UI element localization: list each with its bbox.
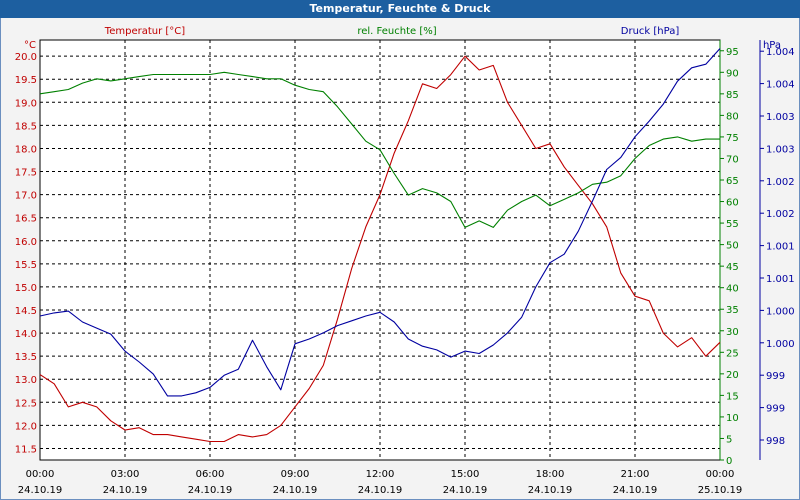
- temperature-tick-label: 15.0: [15, 283, 37, 294]
- grid-lines: [40, 40, 720, 460]
- x-tick-date: 24.10.19: [103, 485, 148, 496]
- x-tick-date: 24.10.19: [273, 485, 318, 496]
- temperature-tick-label: 14.5: [15, 306, 37, 317]
- humidity-tick-label: 50: [726, 241, 739, 252]
- x-tick-time: 00:00: [26, 469, 55, 480]
- x-tick-time: 09:00: [281, 469, 310, 480]
- pressure-tick-label: 998: [766, 436, 785, 447]
- pressure-tick-label: 1.002: [766, 177, 795, 188]
- humidity-tick-label: 0: [726, 456, 732, 467]
- humidity-tick-label: 55: [726, 219, 739, 230]
- humidity-tick-label: 35: [726, 305, 739, 316]
- x-tick-date: 24.10.19: [188, 485, 233, 496]
- pressure-tick-label: 1.004: [766, 47, 795, 58]
- temperature-tick-label: 18.5: [15, 121, 37, 132]
- x-tick-time: 18:00: [536, 469, 565, 480]
- x-tick-date: 24.10.19: [613, 485, 658, 496]
- humidity-tick-label: 45: [726, 262, 739, 273]
- temperature-tick-label: 15.5: [15, 260, 37, 271]
- temperature-tick-label: 20.0: [15, 52, 37, 63]
- pressure-tick-label: 1.003: [766, 144, 795, 155]
- pressure-tick-label: 1.002: [766, 209, 795, 220]
- temperature-tick-label: 18.0: [15, 144, 37, 155]
- humidity-tick-label: 60: [726, 198, 739, 209]
- pressure-tick-label: 1.001: [766, 242, 795, 253]
- humidity-tick-label: 90: [726, 68, 739, 79]
- x-tick-time: 21:00: [621, 469, 650, 480]
- humidity-series-line: [39, 71, 720, 228]
- pressure-tick-label: 1.000: [766, 306, 795, 317]
- humidity-tick-label: 40: [726, 284, 739, 295]
- pressure-unit: hPa: [763, 40, 781, 51]
- pressure-series-line: [39, 48, 721, 397]
- pressure-tick-label: 999: [766, 371, 785, 382]
- humidity-tick-label: 85: [726, 90, 739, 101]
- pressure-tick-label: 1.004: [766, 80, 795, 91]
- temperature-tick-label: 19.5: [15, 75, 37, 86]
- temperature-tick-label: 17.0: [15, 191, 37, 202]
- humidity-axis-label: rel. Feuchte [%]: [357, 26, 436, 37]
- temperature-tick-label: 14.0: [15, 329, 37, 340]
- humidity-tick-label: 10: [726, 413, 739, 424]
- temperature-tick-label: 16.5: [15, 214, 37, 225]
- temperature-tick-label: 13.0: [15, 375, 37, 386]
- temperature-unit: °C: [24, 40, 36, 51]
- humidity-tick-label: 75: [726, 133, 739, 144]
- x-tick-time: 06:00: [196, 469, 225, 480]
- humidity-tick-label: 20: [726, 370, 739, 381]
- x-tick-date: 25.10.19: [698, 485, 743, 496]
- x-tick-time: 00:00: [706, 469, 735, 480]
- x-tick-time: 15:00: [451, 469, 480, 480]
- temperature-tick-label: 12.0: [15, 421, 37, 432]
- x-tick-date: 24.10.19: [528, 485, 573, 496]
- x-tick-time: 12:00: [366, 469, 395, 480]
- pressure-tick-label: 1.000: [766, 339, 795, 350]
- pressure-tick-label: 999: [766, 404, 785, 415]
- temperature-tick-label: 19.0: [15, 98, 37, 109]
- x-tick-date: 24.10.19: [443, 485, 488, 496]
- x-tick-date: 24.10.19: [358, 485, 403, 496]
- humidity-tick-label: 25: [726, 348, 739, 359]
- humidity-tick-label: 70: [726, 154, 739, 165]
- temperature-tick-label: 13.5: [15, 352, 37, 363]
- temperature-tick-label: 11.5: [15, 444, 37, 455]
- temperature-axis-label: Temperatur [°C]: [104, 26, 185, 37]
- temperature-tick-label: 16.0: [15, 237, 37, 248]
- temperature-series-line: [39, 55, 721, 443]
- x-tick-date: 24.10.19: [18, 485, 63, 496]
- humidity-tick-label: 65: [726, 176, 739, 187]
- humidity-tick-label: 95: [726, 47, 739, 58]
- pressure-tick-label: 1.001: [766, 274, 795, 285]
- temperature-tick-label: 17.5: [15, 168, 37, 179]
- window-title: Temperatur, Feuchte & Druck: [0, 0, 800, 18]
- humidity-tick-label: 80: [726, 111, 739, 122]
- axes: 00:00 24.10.19 03:00 24.10.19 06:00 24.10.19 0…: [15, 40, 795, 496]
- pressure-tick-label: 1.003: [766, 112, 795, 123]
- humidity-tick-label: 30: [726, 327, 739, 338]
- pressure-axis-label: Druck [hPa]: [621, 26, 680, 37]
- series-lines: [39, 48, 721, 443]
- temperature-tick-label: 12.5: [15, 398, 37, 409]
- humidity-tick-label: 15: [726, 391, 739, 402]
- humidity-tick-label: 5: [726, 434, 732, 445]
- x-tick-time: 03:00: [111, 469, 140, 480]
